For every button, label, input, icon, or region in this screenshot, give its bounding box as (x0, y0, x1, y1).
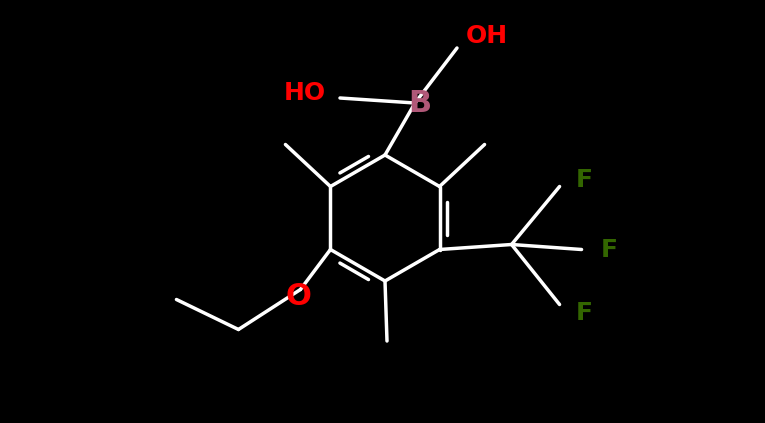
Text: F: F (601, 237, 618, 261)
Text: B: B (409, 88, 431, 118)
Text: HO: HO (284, 81, 326, 105)
Text: F: F (576, 168, 593, 192)
Text: F: F (576, 300, 593, 324)
Text: O: O (285, 282, 311, 311)
Text: OH: OH (466, 24, 508, 48)
